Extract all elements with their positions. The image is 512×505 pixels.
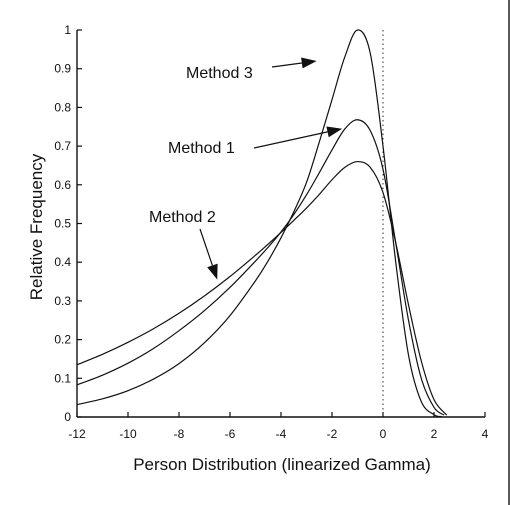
y-tick-label: 0.2 [54, 333, 71, 347]
y-tick-label: 0.5 [54, 217, 71, 231]
annotation-arrow-method-2 [199, 228, 213, 266]
x-tick-label: -8 [174, 427, 185, 441]
annotation-arrow-method-1 [253, 131, 328, 149]
y-tick-label: 0.3 [54, 294, 71, 308]
annotation-label-method-2: Method 2 [149, 209, 216, 226]
y-tick-label: 0.6 [54, 178, 71, 192]
x-tick-label: -10 [119, 427, 137, 441]
y-axis-title: Relative Frequency [27, 153, 46, 300]
series-line-method-2 [76, 160, 448, 416]
annotation-arrowhead-method-1 [326, 126, 343, 138]
x-tick-label: 4 [482, 427, 489, 441]
y-tick-label: 0.9 [54, 62, 71, 76]
x-tick-label: 0 [380, 427, 387, 441]
x-tick-label: -12 [68, 427, 86, 441]
y-tick-label: 0.8 [54, 100, 71, 114]
annotation-label-method-1: Method 1 [168, 140, 235, 157]
x-tick-label: -2 [327, 427, 338, 441]
y-tick-label: 0.7 [54, 139, 71, 153]
series-line-method-1 [76, 119, 445, 416]
annotation-arrowhead-method-3 [301, 57, 317, 69]
x-tick-label: -4 [276, 427, 287, 441]
x-axis-ticks: -12 -10 -8 -6 -4 -2 0 2 4 [68, 412, 489, 441]
annotation-arrowhead-method-2 [207, 263, 218, 280]
y-tick-label: 0 [64, 410, 71, 424]
y-tick-label: 0.1 [54, 371, 71, 385]
x-axis-title: Person Distribution (linearized Gamma) [133, 455, 431, 474]
x-tick-label: -6 [225, 427, 236, 441]
y-tick-label: 1 [64, 23, 71, 37]
annotation-group: Method 3 Method 1 Method 2 [149, 57, 343, 280]
series-group [76, 29, 448, 418]
annotation-label-method-3: Method 3 [186, 65, 253, 82]
annotation-arrow-method-3 [271, 62, 302, 68]
x-tick-label: 2 [431, 427, 438, 441]
series-line-method-3 [76, 29, 442, 418]
y-axis-ticks: 0 0.1 0.2 0.3 0.4 0.5 0.6 0.7 0.8 0.9 1 [54, 23, 82, 424]
y-tick-label: 0.4 [54, 255, 71, 269]
plot-area: 0 0.1 0.2 0.3 0.4 0.5 0.6 0.7 0.8 0.9 1 -12 -10 -8 -6… [54, 23, 488, 441]
